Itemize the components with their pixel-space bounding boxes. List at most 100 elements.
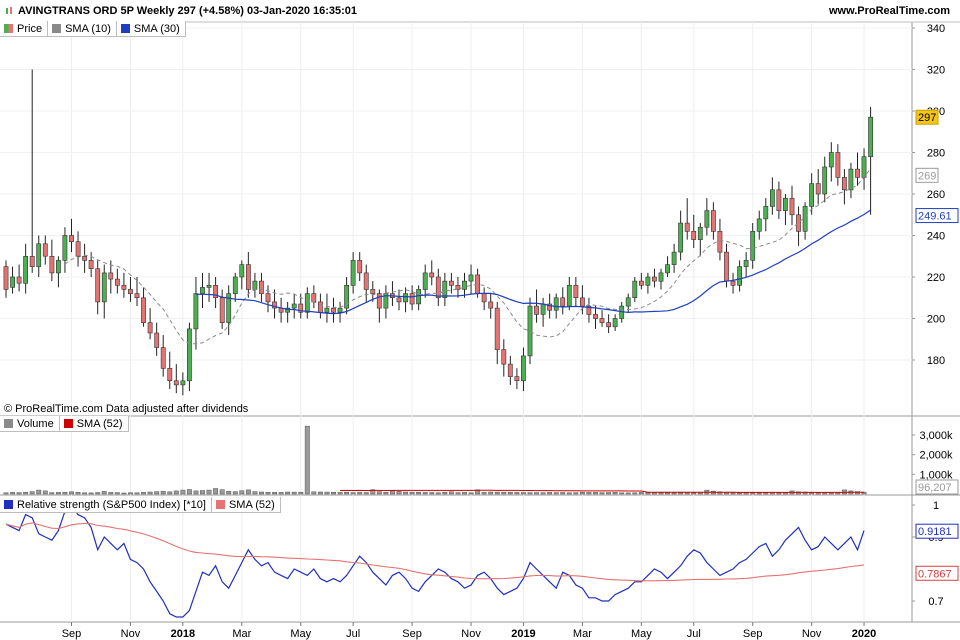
volume-bar[interactable] (23, 491, 29, 495)
volume-bar[interactable] (147, 491, 153, 495)
candle[interactable] (128, 277, 133, 302)
volume-bar[interactable] (632, 492, 638, 495)
volume-bar[interactable] (455, 492, 461, 495)
candle[interactable] (213, 277, 218, 309)
legend-volume[interactable]: Volume (0, 416, 60, 431)
candle[interactable] (409, 285, 415, 311)
legend-sma10[interactable]: SMA (10) (48, 21, 117, 36)
candle[interactable] (481, 287, 487, 311)
volume-bar[interactable] (540, 492, 546, 495)
volume-bar[interactable] (245, 489, 251, 495)
volume-bar[interactable] (62, 491, 68, 495)
candle[interactable] (416, 285, 421, 311)
volume-bar[interactable] (481, 492, 487, 495)
volume-bar[interactable] (658, 492, 664, 495)
legend-relative-strength[interactable]: Relative strength (S&P500 Index) [*10] (0, 497, 212, 512)
volume-bar[interactable] (36, 489, 42, 495)
volume-bar[interactable] (311, 491, 317, 495)
volume-bar[interactable] (514, 492, 520, 495)
volume-bar[interactable] (671, 492, 677, 495)
volume-bar[interactable] (462, 492, 467, 495)
candle[interactable] (717, 218, 723, 261)
candle[interactable] (331, 297, 336, 323)
volume-bar[interactable] (501, 491, 507, 495)
candle[interactable] (75, 231, 81, 267)
volume-bar[interactable] (468, 492, 474, 495)
candle[interactable] (534, 289, 539, 323)
volume-bar[interactable] (206, 489, 212, 495)
candle[interactable] (448, 272, 454, 294)
candle[interactable] (494, 301, 500, 365)
volume-bar[interactable] (101, 491, 107, 495)
candle[interactable] (828, 142, 834, 182)
candle[interactable] (848, 162, 854, 199)
candle[interactable] (147, 308, 153, 340)
volume-bar[interactable] (403, 491, 409, 495)
candle[interactable] (206, 272, 212, 302)
volume-bar[interactable] (304, 425, 310, 495)
volume-bar[interactable] (49, 492, 55, 495)
candle[interactable] (115, 268, 120, 294)
legend-sma30[interactable]: SMA (30) (117, 21, 185, 36)
candle[interactable] (311, 285, 317, 309)
volume-bar[interactable] (278, 492, 284, 495)
volume-bar[interactable] (586, 492, 592, 495)
volume-bar[interactable] (331, 491, 336, 495)
volume-bar[interactable] (435, 492, 441, 495)
candle[interactable] (3, 260, 9, 298)
volume-bar[interactable] (494, 491, 500, 495)
candle[interactable] (606, 314, 611, 334)
candle[interactable] (651, 268, 657, 288)
candle[interactable] (776, 181, 782, 219)
candle[interactable] (737, 260, 742, 292)
candle[interactable] (462, 272, 467, 298)
candle[interactable] (868, 106, 873, 215)
candle[interactable] (396, 289, 402, 311)
candle[interactable] (383, 285, 389, 319)
volume-bar[interactable] (619, 492, 625, 495)
candle[interactable] (540, 297, 546, 327)
candle[interactable] (226, 285, 232, 336)
candle[interactable] (782, 194, 788, 226)
candle[interactable] (42, 235, 48, 265)
candle[interactable] (658, 268, 664, 290)
volume-bar[interactable] (370, 489, 376, 495)
volume-bar[interactable] (167, 491, 173, 495)
volume-bar[interactable] (16, 492, 22, 495)
volume-bar[interactable] (593, 492, 598, 495)
volume-bar[interactable] (697, 492, 703, 495)
candle[interactable] (344, 277, 349, 315)
volume-bar[interactable] (154, 491, 160, 495)
volume-bar[interactable] (612, 492, 618, 495)
candle[interactable] (861, 148, 867, 190)
candle[interactable] (62, 227, 68, 273)
candle[interactable] (579, 285, 585, 315)
candle[interactable] (357, 252, 363, 282)
candle[interactable] (134, 277, 140, 307)
volume-bar[interactable] (134, 492, 140, 495)
candle[interactable] (180, 372, 186, 396)
volume-bar[interactable] (527, 492, 533, 495)
candle[interactable] (468, 264, 474, 294)
candle[interactable] (429, 260, 435, 286)
volume-bar[interactable] (638, 492, 644, 495)
candle[interactable] (200, 272, 205, 309)
volume-bar[interactable] (29, 491, 35, 495)
volume-bar[interactable] (259, 491, 264, 495)
volume-bar[interactable] (272, 492, 278, 495)
volume-bar[interactable] (383, 491, 389, 495)
volume-bar[interactable] (114, 492, 120, 495)
candle[interactable] (324, 293, 330, 323)
volume-bar[interactable] (88, 492, 94, 495)
candle[interactable] (638, 272, 644, 290)
candle[interactable] (769, 177, 775, 215)
volume-bar[interactable] (108, 492, 114, 495)
volume-sma52-line[interactable] (340, 489, 864, 493)
volume-bar[interactable] (75, 492, 81, 495)
volume-bar[interactable] (298, 491, 304, 495)
legend-volume-sma52[interactable]: SMA (52) (60, 416, 128, 431)
volume-bar[interactable] (213, 488, 219, 495)
candle[interactable] (678, 210, 683, 261)
rs-sma52-line[interactable] (5, 522, 865, 582)
candle[interactable] (422, 264, 428, 298)
